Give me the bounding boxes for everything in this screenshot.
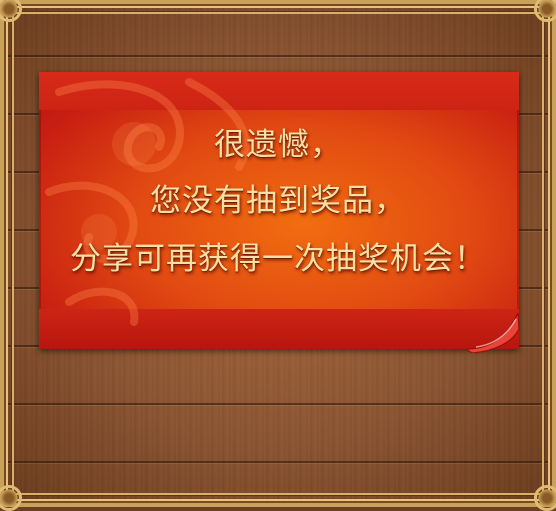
message-line-2: 您没有抽到奖品， xyxy=(150,183,406,219)
frame-inner-border xyxy=(12,12,544,495)
message-line-1: 很遗憾， xyxy=(214,127,342,163)
message-panel xyxy=(39,72,519,349)
corner-ornament-icon xyxy=(534,485,556,511)
corner-ornament-icon xyxy=(534,0,556,22)
corner-ornament-icon xyxy=(0,485,22,511)
page-curl-icon xyxy=(466,312,520,353)
message-line-3: 分享可再获得一次抽奖机会！ xyxy=(70,241,486,277)
panel-bottom-band xyxy=(39,309,519,349)
corner-ornament-icon xyxy=(0,0,22,22)
panel-top-band xyxy=(39,72,519,110)
